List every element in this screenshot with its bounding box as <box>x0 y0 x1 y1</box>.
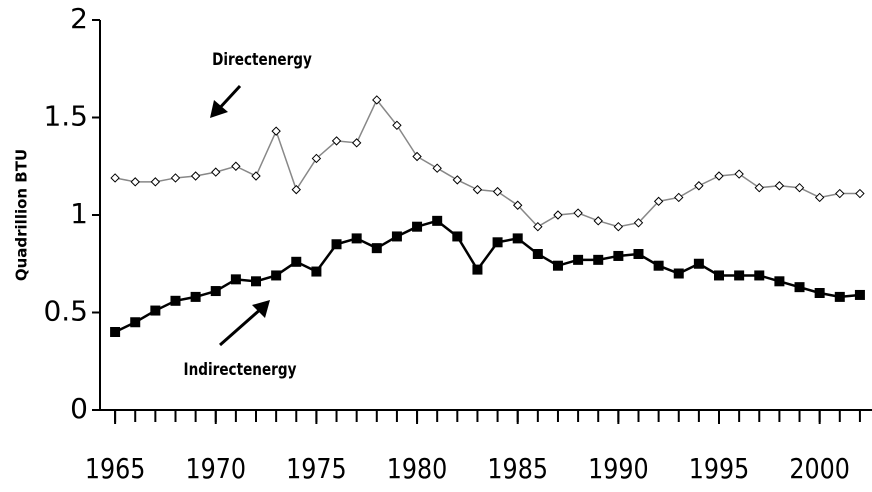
y-tick-label: 0.5 <box>43 295 88 328</box>
annotation-direct: Directenergy <box>212 50 312 70</box>
x-tick-label: 1965 <box>85 453 146 485</box>
marker <box>674 192 684 203</box>
marker <box>814 288 825 298</box>
marker <box>553 210 563 220</box>
x-tick-label: 2000 <box>789 453 850 485</box>
marker <box>512 233 523 244</box>
marker <box>734 270 745 281</box>
x-tick-label: 1970 <box>185 453 246 485</box>
marker <box>472 264 483 275</box>
x-tick-label: 1990 <box>588 453 649 485</box>
marker <box>754 182 764 193</box>
marker <box>835 188 845 199</box>
marker <box>230 274 241 285</box>
marker <box>170 295 181 306</box>
marker <box>533 221 543 232</box>
marker <box>110 327 121 337</box>
marker <box>371 243 382 254</box>
annotation-indirect: Indirectenergy <box>184 360 297 380</box>
marker <box>331 239 342 250</box>
marker <box>512 200 523 210</box>
y-tick-label: 0 <box>70 392 88 425</box>
marker <box>714 270 725 281</box>
marker <box>854 289 865 300</box>
marker <box>573 208 583 218</box>
marker <box>391 231 402 242</box>
marker <box>633 249 644 259</box>
marker <box>210 286 221 297</box>
marker <box>774 276 785 287</box>
x-tick-label: 1975 <box>286 453 347 485</box>
marker <box>190 291 201 302</box>
marker <box>452 231 463 242</box>
marker <box>150 177 161 187</box>
marker <box>392 120 402 131</box>
marker <box>211 167 221 177</box>
marker <box>110 173 120 183</box>
marker <box>251 171 261 181</box>
marker <box>613 250 624 261</box>
marker <box>532 249 543 259</box>
marker <box>190 171 201 181</box>
marker <box>351 233 362 244</box>
marker <box>633 218 644 228</box>
marker <box>472 184 483 195</box>
marker <box>814 192 825 203</box>
marker <box>593 254 604 265</box>
arrow-head <box>252 300 270 318</box>
marker <box>492 186 503 197</box>
marker <box>432 163 442 173</box>
arrow <box>219 306 263 347</box>
marker <box>834 291 845 302</box>
marker <box>271 126 281 136</box>
series-line <box>114 219 861 334</box>
marker <box>794 182 805 193</box>
y-axis-label: Quadrillion BTU <box>13 149 31 281</box>
marker <box>251 276 262 287</box>
marker <box>130 317 141 328</box>
marker <box>412 151 422 162</box>
marker <box>855 188 865 199</box>
marker <box>573 254 584 265</box>
marker <box>291 184 301 195</box>
x-tick-label: 1980 <box>387 453 448 485</box>
marker <box>734 169 744 179</box>
marker <box>170 173 181 183</box>
marker <box>693 258 704 269</box>
marker <box>291 256 302 267</box>
marker <box>231 161 241 171</box>
y-tick-label: 2 <box>70 2 88 35</box>
marker <box>432 215 443 226</box>
x-tick-label: 1985 <box>487 453 548 485</box>
marker <box>754 270 765 281</box>
y-tick-label: 1 <box>70 197 88 230</box>
y-tick-label: 1.5 <box>43 100 88 133</box>
marker <box>331 136 342 146</box>
marker <box>311 266 322 277</box>
series-line <box>114 98 860 228</box>
marker <box>311 153 322 164</box>
marker <box>492 237 503 248</box>
marker <box>130 177 140 187</box>
marker <box>673 268 684 279</box>
x-tick-label: 1995 <box>689 453 750 485</box>
marker <box>150 305 161 316</box>
marker <box>794 282 805 293</box>
marker <box>593 216 603 226</box>
marker <box>694 181 704 191</box>
marker <box>613 221 624 232</box>
marker <box>372 95 382 105</box>
marker <box>774 181 785 191</box>
arrow-head <box>210 100 228 118</box>
marker <box>412 221 423 232</box>
marker <box>714 171 724 181</box>
marker <box>653 196 664 207</box>
marker <box>653 260 664 271</box>
marker <box>552 260 563 271</box>
marker <box>271 270 282 281</box>
marker <box>452 175 463 185</box>
marker <box>351 138 362 148</box>
